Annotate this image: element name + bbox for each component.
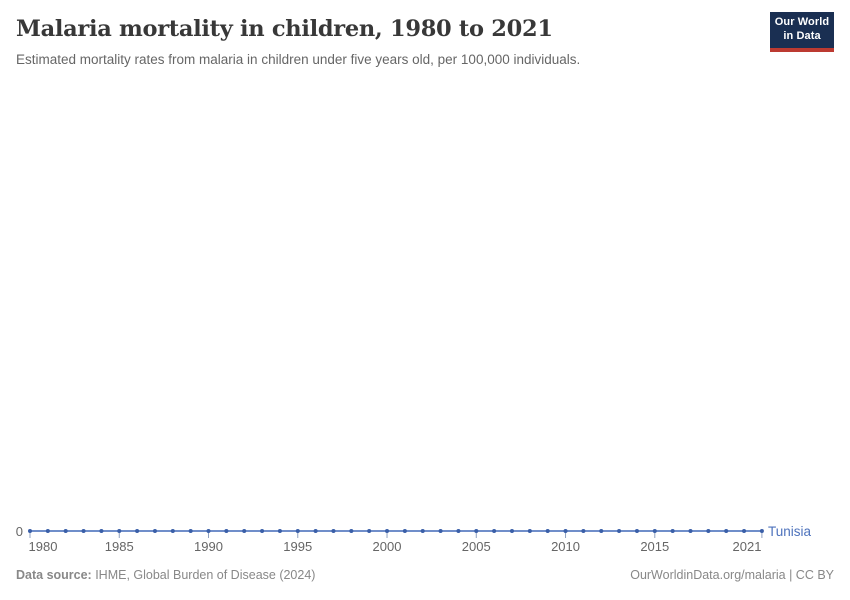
data-point <box>99 529 104 533</box>
data-point <box>634 529 639 533</box>
data-point <box>456 529 461 533</box>
data-point <box>724 529 729 533</box>
data-point <box>706 529 711 533</box>
data-point <box>117 529 122 533</box>
data-point <box>63 529 68 533</box>
data-point <box>420 529 425 533</box>
data-point <box>260 529 265 533</box>
data-point <box>742 529 747 533</box>
data-point <box>438 529 443 533</box>
data-source: Data source: IHME, Global Burden of Dise… <box>16 568 315 583</box>
data-point <box>224 529 229 533</box>
data-point <box>509 529 514 533</box>
chart-footer: Data source: IHME, Global Burden of Dise… <box>16 568 834 583</box>
data-point <box>402 529 407 533</box>
x-tick-label-1995: 1995 <box>283 539 313 554</box>
x-tick-label-2021: 2021 <box>732 539 762 554</box>
x-tick-label-1985: 1985 <box>104 539 134 554</box>
data-point <box>81 529 86 533</box>
data-point <box>385 529 390 533</box>
logo-line1: Our World <box>774 16 830 29</box>
data-point <box>45 529 50 533</box>
data-point <box>331 529 336 533</box>
data-point <box>135 529 140 533</box>
data-point <box>688 529 693 533</box>
data-point <box>599 529 604 533</box>
data-point <box>670 529 675 533</box>
data-source-text: IHME, Global Burden of Disease (2024) <box>91 568 316 582</box>
data-point <box>492 529 497 533</box>
data-point <box>527 529 532 533</box>
data-point <box>349 529 354 533</box>
data-point <box>170 529 175 533</box>
y-axis-label-0: 0 <box>15 524 23 539</box>
chart-title: Malaria mortality in children, 1980 to 2… <box>16 16 553 42</box>
data-point <box>545 529 550 533</box>
data-point <box>206 529 211 533</box>
series-label-tunisia[interactable]: Tunisia <box>768 524 812 539</box>
x-tick-label-1990: 1990 <box>194 539 223 554</box>
data-point <box>581 529 586 533</box>
data-point <box>652 529 657 533</box>
owid-logo[interactable]: Our World in Data <box>770 12 834 52</box>
data-point <box>295 529 300 533</box>
x-tick-label-2005: 2005 <box>461 539 491 554</box>
x-tick-label-2010: 2010 <box>551 539 580 554</box>
data-point <box>759 529 764 533</box>
data-point <box>188 529 193 533</box>
data-point <box>28 529 32 533</box>
data-source-label: Data source: <box>16 568 92 582</box>
x-tick-label-2015: 2015 <box>640 539 670 554</box>
data-point <box>617 529 622 533</box>
data-point <box>367 529 372 533</box>
credit-link[interactable]: OurWorldinData.org/malaria | CC BY <box>630 568 834 582</box>
chart-subtitle: Estimated mortality rates from malaria i… <box>16 52 581 67</box>
data-point <box>313 529 318 533</box>
data-point <box>152 529 157 533</box>
logo-line2: in Data <box>783 30 821 42</box>
data-point <box>277 529 282 533</box>
data-point <box>242 529 247 533</box>
data-point <box>563 529 568 533</box>
data-point <box>474 529 479 533</box>
x-tick-label-2000: 2000 <box>372 539 402 554</box>
x-tick-label-1980: 1980 <box>28 539 58 554</box>
